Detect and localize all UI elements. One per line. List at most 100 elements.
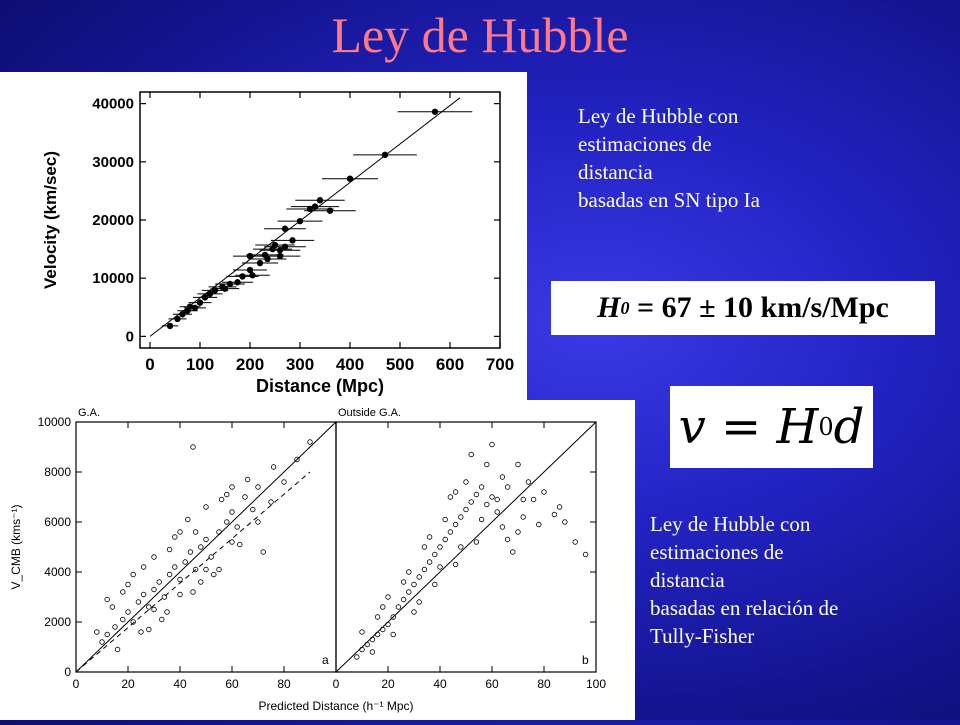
data-point — [447, 529, 454, 535]
data-point — [307, 439, 313, 445]
data-point — [201, 294, 209, 301]
x-tick-label: 500 — [386, 355, 414, 374]
x-tick-label: 60 — [225, 677, 239, 691]
formula-d: d — [833, 399, 865, 455]
data-point — [316, 197, 324, 204]
data-point — [114, 646, 121, 653]
panel-title: Outside G.A. — [338, 407, 401, 419]
data-point — [437, 544, 443, 550]
data-point — [156, 579, 162, 585]
data-point — [174, 315, 181, 323]
data-point — [172, 534, 178, 540]
formula-eq: = — [721, 399, 762, 455]
x-tick-label: 0 — [145, 355, 154, 374]
data-point — [218, 496, 225, 503]
data-point — [276, 252, 284, 260]
h0-subscript: 0 — [620, 297, 630, 318]
y-tick-label: 6000 — [44, 515, 71, 529]
sn-description-line: estimaciones de — [578, 132, 712, 156]
data-point — [246, 266, 254, 274]
data-point — [499, 474, 506, 480]
data-point — [191, 304, 199, 312]
dashed-fit-line — [75, 471, 311, 673]
data-point — [296, 217, 304, 225]
data-point — [326, 207, 334, 214]
data-point — [216, 529, 222, 535]
tf-description-line: estimaciones de — [650, 540, 784, 564]
data-point — [374, 631, 381, 638]
sn-hubble-chart: 0 100 200 300 400 500 600 700 0 10000 20000 30000 40… — [41, 91, 514, 396]
data-point — [400, 579, 407, 585]
data-point — [255, 484, 261, 490]
data-point — [380, 626, 386, 633]
data-point — [432, 551, 438, 558]
data-point — [473, 539, 480, 545]
data-point — [452, 521, 459, 528]
data-point — [166, 322, 174, 330]
data-point — [94, 629, 100, 635]
y-axis-label: Velocity (km/sec) — [41, 151, 60, 289]
panel-letter: a — [322, 653, 329, 667]
plot-frame — [335, 421, 597, 673]
y-tick-label: 0 — [126, 328, 134, 345]
data-point — [421, 544, 428, 550]
data-point — [499, 524, 506, 530]
data-point — [242, 494, 248, 500]
tf-description-line: distancia — [650, 568, 725, 592]
data-point — [198, 544, 204, 550]
data-point — [234, 524, 240, 530]
data-point — [177, 576, 183, 583]
sn-description: Ley de Hubble con estimaciones de distan… — [578, 102, 938, 214]
data-point — [224, 519, 230, 525]
x-tick-label: 0 — [73, 677, 80, 691]
y-tick-label: 2000 — [44, 615, 71, 629]
data-point — [294, 456, 300, 463]
data-point — [120, 589, 126, 595]
x-tick-label: 20 — [381, 677, 395, 691]
data-point — [551, 511, 558, 518]
data-point — [208, 554, 214, 560]
y-tick-label: 20000 — [92, 212, 134, 229]
data-point — [432, 581, 438, 588]
data-point — [99, 639, 105, 645]
data-point — [140, 591, 147, 598]
data-point — [289, 237, 296, 244]
y-tick-label: 10000 — [38, 415, 72, 429]
fit-line — [75, 421, 337, 673]
data-point — [452, 561, 459, 568]
data-point — [166, 546, 173, 553]
x-tick-label: 80 — [537, 677, 551, 691]
data-point — [536, 521, 542, 528]
x-tick-label: 40 — [433, 677, 447, 691]
data-point — [369, 636, 376, 643]
data-point — [125, 581, 131, 588]
sn-description-line: Ley de Hubble con — [578, 104, 739, 128]
data-point — [151, 586, 157, 593]
data-point — [468, 451, 474, 458]
data-point — [187, 549, 194, 555]
data-point — [206, 290, 214, 298]
tully-fisher-chart-panel: G.A. a 0 20 40 60 80 Outside G.A. b 0 20 40 60 80 100 0… — [0, 400, 635, 720]
data-point — [261, 251, 269, 259]
data-point — [166, 571, 173, 578]
x-tick-label: 600 — [436, 355, 464, 374]
data-point — [140, 564, 147, 570]
sn-description-line: distancia — [578, 160, 653, 184]
data-point — [520, 496, 526, 503]
data-point — [239, 273, 246, 280]
data-point — [198, 579, 204, 585]
data-point — [431, 108, 439, 115]
data-point — [406, 589, 412, 595]
data-point — [244, 476, 251, 483]
data-point — [179, 311, 186, 318]
data-point — [458, 544, 464, 550]
data-point — [421, 566, 428, 573]
data-point — [442, 516, 448, 523]
x-tick-label: 300 — [286, 355, 314, 374]
data-point — [489, 494, 495, 500]
data-point — [229, 509, 235, 515]
fit-line — [149, 97, 461, 337]
data-point — [385, 594, 391, 600]
data-point — [130, 619, 136, 625]
